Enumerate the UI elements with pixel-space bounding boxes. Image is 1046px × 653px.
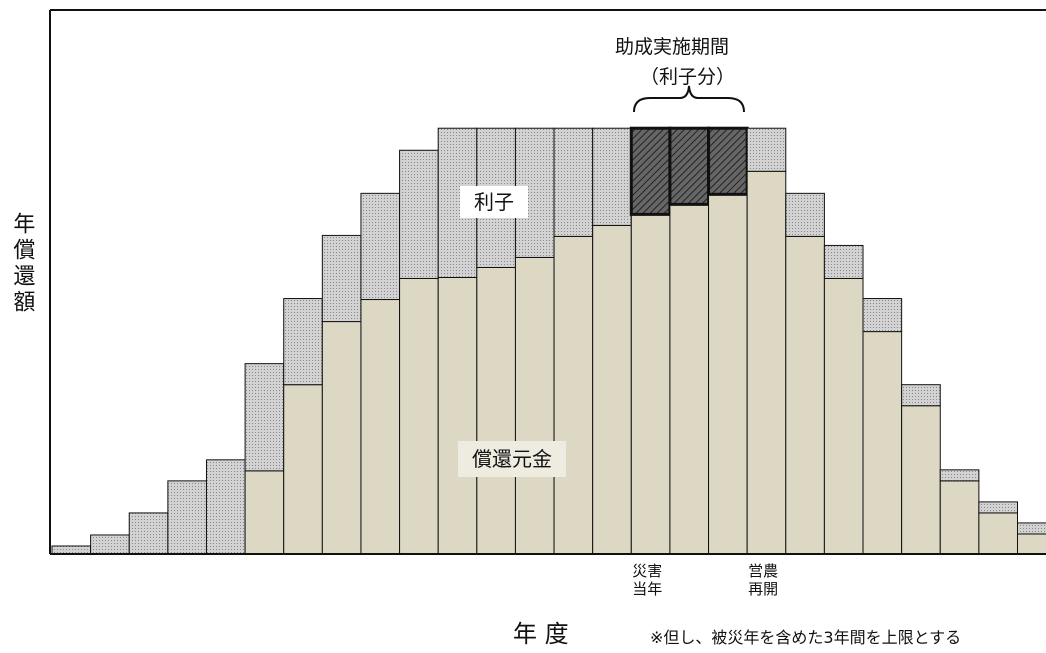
interest-bar	[128, 512, 169, 555]
subsidized-interest-bar	[629, 126, 672, 216]
principal-bar	[360, 299, 401, 555]
interest-bar	[901, 384, 941, 407]
interest-bar	[167, 480, 207, 555]
principal-bar	[283, 384, 323, 555]
x-tick-label: 災害 当年	[632, 562, 663, 598]
interest-bar	[51, 545, 92, 555]
series-label: 償還元金	[458, 441, 566, 477]
interest-bar	[1017, 522, 1046, 535]
principal-bar	[862, 331, 903, 555]
subsidized-interest-bar	[668, 126, 711, 206]
interest-bar	[90, 534, 130, 555]
principal-bar	[708, 193, 748, 555]
interest-bar	[553, 127, 594, 237]
interest-bar	[862, 298, 903, 333]
principal-bar	[823, 277, 864, 555]
principal-bar	[476, 266, 516, 555]
y-label: 年償還額	[9, 212, 35, 316]
principal-bar	[630, 213, 671, 555]
interest-bar	[283, 298, 323, 386]
x-label: 年 度	[513, 620, 569, 648]
principal-bar	[399, 277, 439, 555]
interest-bar	[939, 469, 980, 482]
principal-bar	[785, 235, 825, 555]
principal-bar	[592, 224, 632, 555]
principal-bar	[437, 276, 478, 555]
principal-bar	[746, 170, 787, 555]
interest-bar	[244, 363, 285, 472]
annotation: 助成実施期間	[615, 36, 730, 58]
principal-bar	[669, 203, 710, 555]
principal-bar	[514, 256, 555, 555]
interest-bar	[205, 459, 246, 555]
principal-bar	[939, 480, 980, 555]
interest-bar	[785, 192, 825, 237]
principal-bar	[553, 235, 594, 555]
interest-bar	[399, 149, 439, 279]
interest-bar	[746, 127, 787, 172]
principal-bar	[978, 512, 1019, 555]
principal-bar	[244, 470, 285, 555]
principal-bar	[1017, 533, 1046, 555]
principal-bar	[901, 405, 941, 555]
interest-bar	[823, 244, 864, 279]
x-tick-label: 営農 再開	[748, 562, 779, 598]
annotation-sub: （利子分）	[640, 66, 736, 88]
brace	[633, 85, 745, 113]
series-label: 利子	[460, 186, 528, 218]
interest-bar	[592, 127, 632, 226]
subsidized-interest-bar	[707, 126, 749, 196]
principal-bar	[321, 321, 362, 555]
note: ※但し、被災年を含めた3年間を上限とする	[650, 628, 962, 647]
interest-bar	[321, 234, 362, 323]
interest-bar	[360, 192, 401, 301]
interest-bar	[978, 501, 1019, 514]
